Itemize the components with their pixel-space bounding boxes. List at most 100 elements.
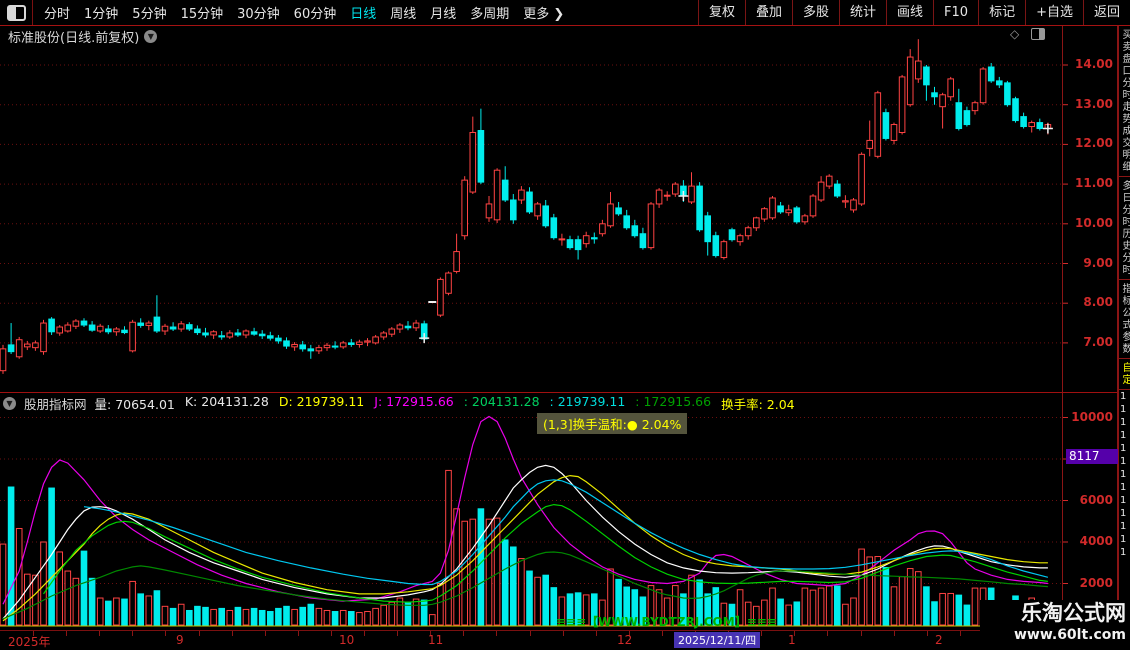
- sidebar-tab-1[interactable]: 多日分时历史分时: [1119, 177, 1130, 280]
- period-tab-10[interactable]: 更多 ❯: [523, 7, 565, 22]
- date-label: 10: [339, 633, 355, 647]
- toolbar-button-3[interactable]: 统计: [839, 0, 886, 25]
- brand-name: 乐淘公式网: [1021, 601, 1126, 625]
- signal-tooltip: (1,3]换手温和:● 2.04%: [537, 413, 688, 434]
- toolbar-button-4[interactable]: 画线: [886, 0, 933, 25]
- date-tick: [364, 631, 365, 636]
- indicator-name[interactable]: 股朋指标网: [24, 397, 87, 412]
- indicator-value-5: : 219739.11: [549, 394, 626, 409]
- right-sidebar-strip[interactable]: 买卖盘口分时走势成交明细 多日分时历史分时 指标公式参数 自定 1 1 1 1 1 1 1 1 1 1 1 1…: [1118, 26, 1130, 650]
- date-tick: [827, 631, 829, 636]
- date-label: 2025年: [8, 635, 51, 649]
- site-watermark: ≡≡≡【WWW.BYDTZRJ.COM】≡≡≡: [556, 615, 777, 629]
- date-tick: [132, 631, 134, 636]
- toolbar-button-7[interactable]: +自选: [1025, 0, 1083, 25]
- date-tick: [198, 631, 200, 636]
- period-tab-7[interactable]: 周线: [390, 7, 417, 22]
- price-axis-label: 11.00: [1075, 176, 1113, 191]
- clipped-quote-digit: 1: [1120, 534, 1127, 545]
- price-axis-label: 9.00: [1083, 255, 1113, 270]
- period-tab-2[interactable]: 5分钟: [132, 7, 167, 22]
- date-tick: [99, 631, 101, 636]
- selected-date-label: 2025/12/11/四: [674, 632, 761, 648]
- period-tab-1[interactable]: 1分钟: [84, 7, 119, 22]
- date-tick: [562, 631, 564, 636]
- indicator-header: ▼ 股朋指标网 量: 70654.01 K: 204131.28 D: 219739…: [3, 394, 795, 413]
- stock-title: 标准股份(日线.前复权): [8, 31, 140, 46]
- clipped-quote-digit: 1: [1120, 521, 1127, 532]
- date-tick: [529, 631, 531, 636]
- date-tick: [496, 631, 498, 636]
- indicator-value-3: J: 172915.66: [374, 394, 454, 409]
- date-tick: [794, 631, 796, 636]
- period-tab-5[interactable]: 60分钟: [293, 7, 337, 22]
- date-label: 12: [617, 633, 633, 647]
- axis-divider: [1062, 26, 1063, 650]
- volume-value-badge: 8117: [1066, 449, 1119, 464]
- toolbar-button-0[interactable]: 复权: [697, 0, 745, 25]
- date-tick: [959, 631, 961, 636]
- collapse-panel-icon[interactable]: ▼: [3, 397, 16, 410]
- toolbar-button-2[interactable]: 多股: [791, 0, 839, 25]
- toolbar-button-1[interactable]: 叠加: [744, 0, 792, 25]
- date-tick: [397, 631, 399, 636]
- price-axis-label: 8.00: [1083, 295, 1113, 310]
- indicator-value-7: 换手率: 2.04: [721, 397, 795, 412]
- date-tick: [761, 631, 763, 636]
- date-axis[interactable]: 2025年 9 10 11 12 2025/12/11/四 1 2: [0, 630, 1062, 649]
- period-tabs: 分时 1分钟 5分钟 15分钟 30分钟 60分钟 日线 周线 月线 多周期 更多 ❯: [32, 0, 571, 25]
- indicator-value-0: 量: 70654.01: [94, 397, 175, 412]
- clipped-quote-digit: 1: [1120, 391, 1127, 402]
- toolbar-button-8[interactable]: 返回: [1082, 0, 1130, 25]
- date-tick: [926, 631, 928, 636]
- clipped-quote-digit: 1: [1120, 508, 1127, 519]
- period-tab-8[interactable]: 月线: [430, 7, 457, 22]
- date-tick: [430, 631, 432, 636]
- date-tick: [661, 631, 663, 636]
- clipped-quote-digit: 1: [1120, 417, 1127, 428]
- period-tab-9[interactable]: 多周期: [470, 7, 510, 22]
- period-tab-4[interactable]: 30分钟: [237, 7, 280, 22]
- brand-url: www.60lt.com: [1013, 627, 1126, 643]
- indicator-values: 量: 70654.01 K: 204131.28 D: 219739.11 J: 17…: [95, 394, 795, 413]
- date-tick: [66, 631, 68, 636]
- strip-divider: [1117, 26, 1118, 650]
- volume-axis-label: 4000: [1079, 534, 1113, 548]
- sidebar-tab-0[interactable]: 买卖盘口分时走势成交明细: [1119, 26, 1130, 177]
- price-axis-label: 13.00: [1075, 96, 1113, 111]
- date-tick: [860, 631, 862, 636]
- clipped-quote-digit: 1: [1120, 495, 1127, 506]
- price-axis-label: 10.00: [1075, 215, 1113, 230]
- date-tick: [330, 631, 332, 636]
- layout-panel-icon[interactable]: [7, 4, 26, 21]
- toolbar-button-5[interactable]: F10: [933, 0, 978, 25]
- date-tick: [165, 631, 167, 636]
- date-tick: [264, 631, 266, 636]
- clipped-quote-digit: 1: [1120, 469, 1127, 480]
- period-tab-3[interactable]: 15分钟: [180, 7, 224, 22]
- split-view-icon[interactable]: [1031, 28, 1046, 40]
- price-axis-label: 12.00: [1075, 136, 1113, 151]
- period-tab-6[interactable]: 日线: [350, 7, 377, 22]
- date-label: 9: [176, 633, 184, 647]
- clipped-quote-digit: 1: [1120, 443, 1127, 454]
- clipped-quote-digit: 1: [1120, 482, 1127, 493]
- date-tick: [231, 631, 233, 636]
- indicator-value-4: : 204131.28: [463, 394, 540, 409]
- price-axis-label: 7.00: [1083, 334, 1113, 349]
- chevron-down-icon[interactable]: ▼: [144, 30, 158, 43]
- price-axis-label: 14.00: [1075, 57, 1113, 71]
- indicator-value-1: K: 204131.28: [184, 394, 269, 409]
- volume-axis-label: 6000: [1079, 492, 1113, 507]
- date-tick: [297, 631, 299, 636]
- toolbar-button-6[interactable]: 标记: [978, 0, 1025, 25]
- date-label: 2: [935, 633, 943, 647]
- diamond-icon[interactable]: ◇: [1010, 27, 1020, 41]
- panel-divider[interactable]: [0, 392, 1117, 393]
- sidebar-tab-custom[interactable]: 自定: [1119, 359, 1130, 390]
- brand-watermark: 乐淘公式网 www.60lt.com: [980, 600, 1130, 650]
- indicator-value-6: : 172915.66: [635, 394, 712, 409]
- period-tab-0[interactable]: 分时: [44, 7, 71, 22]
- sidebar-tab-2[interactable]: 指标公式参数: [1119, 280, 1130, 359]
